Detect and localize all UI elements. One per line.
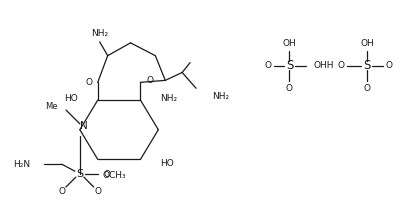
Text: S: S [286, 59, 293, 72]
Text: OHH: OHH [314, 61, 334, 70]
Text: O: O [264, 61, 271, 70]
Text: HO: HO [160, 159, 174, 168]
Text: NH₂: NH₂ [160, 94, 178, 103]
Text: NH₂: NH₂ [212, 92, 229, 101]
Text: O: O [59, 187, 66, 196]
Text: NH₂: NH₂ [91, 29, 108, 38]
Text: S: S [363, 59, 371, 72]
Text: O: O [104, 170, 111, 179]
Text: H₂N: H₂N [13, 160, 30, 169]
Text: O: O [86, 78, 93, 87]
Text: O: O [337, 61, 344, 70]
Text: N: N [80, 121, 88, 131]
Text: O: O [94, 187, 101, 196]
Text: S: S [76, 169, 83, 179]
Text: OH: OH [360, 39, 374, 48]
Text: HO: HO [64, 94, 78, 103]
Text: Me: Me [46, 102, 58, 111]
Text: OCH₃: OCH₃ [103, 171, 126, 180]
Text: OH: OH [283, 39, 296, 48]
Text: O: O [146, 76, 154, 85]
Text: O: O [385, 61, 392, 70]
Text: O: O [364, 84, 371, 93]
Text: O: O [286, 84, 293, 93]
